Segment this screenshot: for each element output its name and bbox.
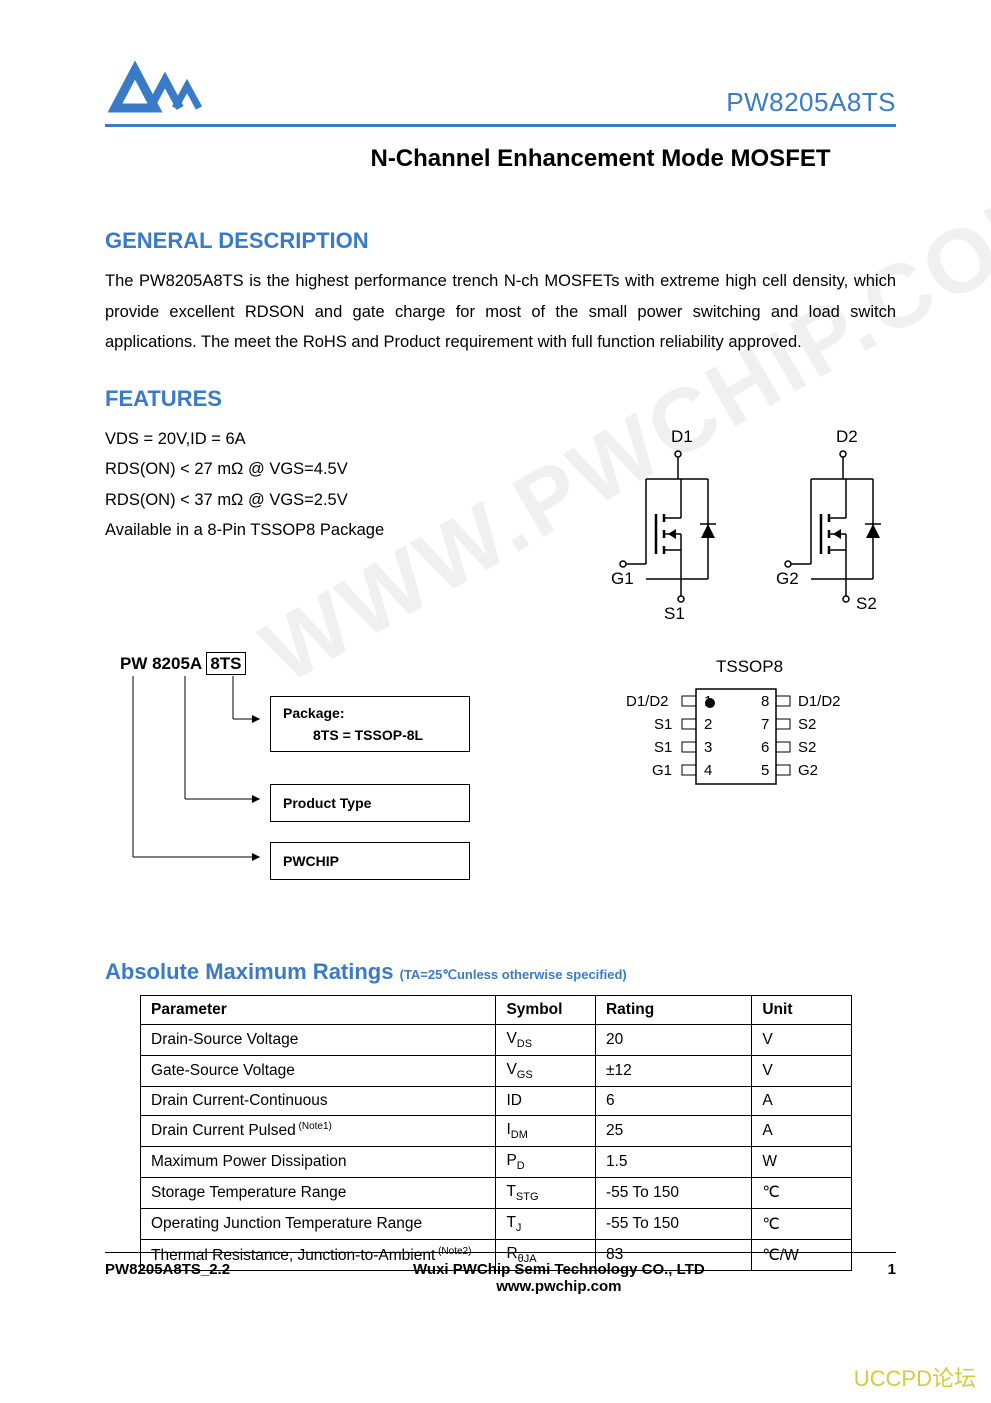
svg-text:7: 7 [761, 716, 769, 733]
features-list: VDS = 20V,ID = 6A RDS(ON) < 27 mΩ @ VGS=… [105, 424, 556, 624]
svg-text:D1/D2: D1/D2 [798, 693, 841, 710]
svg-text:3: 3 [704, 739, 712, 756]
svg-text:G2: G2 [798, 762, 818, 779]
table-row: Storage Temperature RangeTSTG-55 To 150℃ [141, 1177, 852, 1208]
company-logo [105, 60, 215, 118]
svg-text:4: 4 [704, 762, 712, 779]
svg-text:6: 6 [761, 739, 769, 756]
feature-line: VDS = 20V,ID = 6A [105, 424, 556, 455]
table-header: Unit [752, 995, 852, 1024]
general-description-heading: GENERAL DESCRIPTION [105, 228, 896, 254]
table-row: Gate-Source VoltageVGS±12V [141, 1055, 852, 1086]
table-row: Drain Current-ContinuousID6A [141, 1086, 852, 1115]
svg-text:D1: D1 [671, 427, 693, 446]
part-number: PW8205A8TS [726, 87, 896, 118]
svg-text:2: 2 [704, 716, 712, 733]
document-title: N-Channel Enhancement Mode MOSFET [305, 145, 896, 173]
svg-text:S2: S2 [856, 594, 877, 613]
package-box: Package: 8TS = TSSOP-8L [270, 696, 470, 752]
part-number-decode-diagram: PW 8205A 8TS Package: 8TS = TSSOP-8L Pro… [105, 654, 556, 904]
ratings-table: Parameter Symbol Rating Unit Drain-Sourc… [140, 995, 852, 1272]
svg-text:TSSOP8: TSSOP8 [716, 657, 783, 676]
circuit-schematic: D1 [586, 424, 896, 624]
table-header: Rating [595, 995, 751, 1024]
table-header: Parameter [141, 995, 496, 1024]
svg-text:S1: S1 [664, 604, 685, 623]
svg-text:S1: S1 [654, 716, 672, 733]
svg-text:D2: D2 [836, 427, 858, 446]
feature-line: Available in a 8-Pin TSSOP8 Package [105, 515, 556, 546]
svg-text:G1: G1 [652, 762, 672, 779]
svg-text:S2: S2 [798, 716, 816, 733]
feature-line: RDS(ON) < 27 mΩ @ VGS=4.5V [105, 454, 556, 485]
table-row: Maximum Power DissipationPD1.5W [141, 1146, 852, 1177]
table-row: Drain-Source VoltageVDS20V [141, 1024, 852, 1055]
ratings-heading: Absolute Maximum Ratings (TA=25℃unless o… [105, 959, 896, 985]
footer-company: Wuxi PWChip Semi Technology CO., LTD www… [413, 1261, 705, 1295]
footer-page-number: 1 [888, 1261, 896, 1295]
product-type-box: Product Type [270, 784, 470, 822]
svg-text:S2: S2 [798, 739, 816, 756]
general-description-text: The PW8205A8TS is the highest performanc… [105, 266, 896, 358]
svg-text:G1: G1 [611, 569, 634, 588]
feature-line: RDS(ON) < 37 mΩ @ VGS=2.5V [105, 485, 556, 516]
page-footer: PW8205A8TS_2.2 Wuxi PWChip Semi Technolo… [105, 1252, 896, 1295]
page-header: PW8205A8TS [105, 60, 896, 127]
brand-box: PWCHIP [270, 842, 470, 880]
svg-text:8: 8 [761, 693, 769, 710]
forum-watermark: UCCPD论坛 [854, 1361, 976, 1393]
table-row: Operating Junction Temperature RangeTJ-5… [141, 1209, 852, 1240]
svg-text:5: 5 [761, 762, 769, 779]
svg-text:D1/D2: D1/D2 [626, 693, 669, 710]
footer-version: PW8205A8TS_2.2 [105, 1261, 230, 1295]
svg-text:S1: S1 [654, 739, 672, 756]
table-header: Symbol [496, 995, 596, 1024]
svg-text:1: 1 [704, 693, 712, 710]
package-pinout: TSSOP8 1 D1/D2 2 S1 3 S1 4 G1 8 D1/D2 7 S2 6 S2… [586, 654, 896, 834]
features-heading: FEATURES [105, 386, 896, 412]
svg-text:G2: G2 [776, 569, 799, 588]
table-row: Drain Current Pulsed (Note1)IDM25A [141, 1115, 852, 1146]
page-content: PW8205A8TS N-Channel Enhancement Mode MO… [0, 0, 991, 1271]
